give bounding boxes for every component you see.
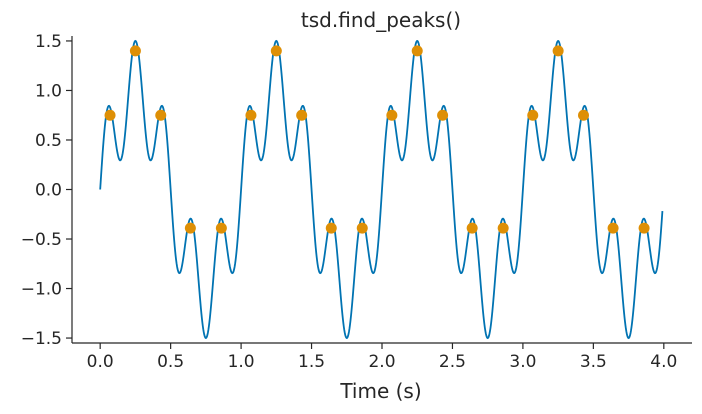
peak-point <box>215 222 227 234</box>
y-tick-label: 1.0 <box>35 81 62 101</box>
x-tick-label: 0.0 <box>87 352 114 372</box>
x-tick-label: 0.5 <box>157 352 184 372</box>
x-tick-label: 1.0 <box>228 352 255 372</box>
series-line-signal <box>99 39 664 340</box>
x-tick-label: 4.0 <box>650 352 677 372</box>
y-tick-label: −1.5 <box>21 329 62 349</box>
y-tick-label: 0.0 <box>35 181 62 201</box>
peak-point <box>270 45 282 57</box>
peak-point <box>325 222 337 234</box>
peak-point <box>184 222 196 234</box>
peak-point <box>552 45 564 57</box>
peak-point <box>437 109 449 121</box>
x-tick-label: 3.0 <box>509 352 536 372</box>
peak-point <box>411 45 423 57</box>
peak-point <box>245 109 257 121</box>
x-tick-label: 1.5 <box>298 352 325 372</box>
peak-point <box>638 222 650 234</box>
x-axis-label: Time (s) <box>339 379 421 403</box>
peak-point <box>607 222 619 234</box>
chart-title: tsd.find_peaks() <box>301 8 461 32</box>
y-tick-label: −0.5 <box>21 230 62 250</box>
peak-point <box>129 45 141 57</box>
x-tick-label: 3.5 <box>580 352 607 372</box>
peak-point <box>578 109 589 121</box>
peak-point <box>104 109 116 121</box>
peak-point <box>466 222 478 234</box>
peak-point <box>497 222 509 234</box>
y-tick-label: 1.5 <box>35 32 62 52</box>
peak-point <box>386 109 398 121</box>
peak-markers <box>104 45 650 234</box>
y-tick-label: 0.5 <box>35 131 62 151</box>
x-tick-label: 2.0 <box>368 352 395 372</box>
peak-point <box>527 109 539 121</box>
x-axis-ticks: 0.0 0.5 1.0 1.5 2.0 2.5 3.0 3.5 4.0 <box>87 343 677 372</box>
peak-point <box>155 109 167 121</box>
peak-point <box>296 109 308 121</box>
x-tick-label: 2.5 <box>439 352 466 372</box>
y-tick-label: −1.0 <box>21 280 62 300</box>
peak-point <box>356 222 368 234</box>
y-axis-ticks: −1.5 −1.0 −0.5 0.0 0.5 1.0 1.5 <box>21 32 72 349</box>
